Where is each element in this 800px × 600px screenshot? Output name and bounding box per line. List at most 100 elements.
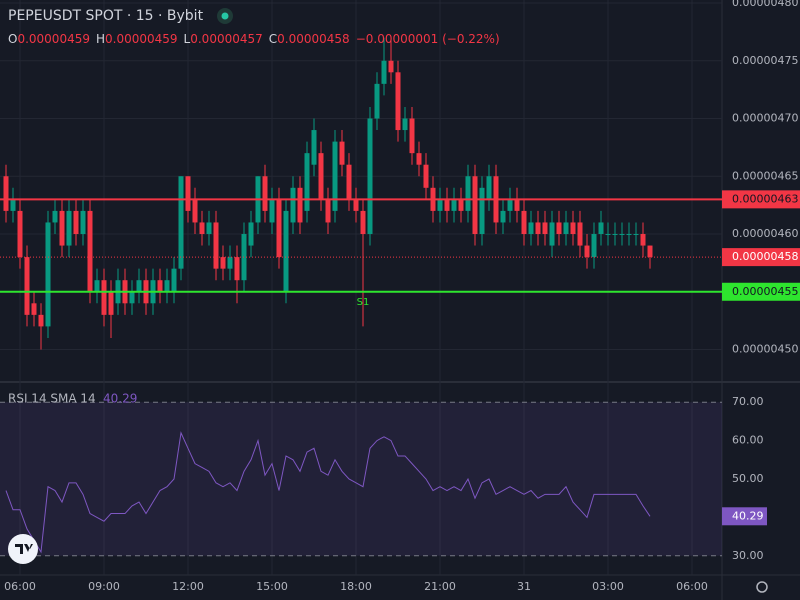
x-tick-label: 31 [517,580,531,593]
candle-body [199,222,205,235]
candle-body [248,222,254,246]
candle-body [563,222,569,235]
candle-body [612,234,618,236]
candle-body [262,176,268,211]
candle-body [31,303,37,315]
candle-body [220,257,226,269]
rsi-title: RSI 14 SMA 14 [8,392,96,406]
settings-icon[interactable] [756,581,768,593]
candle-body [640,234,646,246]
candle-body [66,210,72,246]
candle-body [10,199,16,211]
candle-body [101,280,107,315]
high-value: 0.00000459 [105,32,178,46]
y-tick-label: 0.00000475 [732,54,798,67]
candle-body [318,153,324,200]
candle-body [514,199,520,211]
y-tick-label: 0.00000470 [732,112,798,125]
candle-body [234,257,240,281]
low-label: L [184,32,191,46]
candle-body [360,210,366,235]
symbol-title: PEPEUSDT SPOT · 15 · Bybit [8,8,204,24]
candle-body [647,245,653,258]
candle-body [136,280,142,292]
candle-body [542,222,548,235]
candle-body [451,199,457,211]
candle-body [276,199,282,258]
candle-body [227,257,233,269]
candle-body [171,268,177,292]
candle-body [402,118,408,131]
candle-body [500,210,506,223]
candle-body [269,199,275,223]
candle-body [45,222,51,327]
x-tick-label: 09:00 [88,580,120,593]
level-annotation: S1 [357,297,370,308]
candle-body [521,210,527,235]
candle-body [353,199,359,211]
x-tick-label: 15:00 [256,580,288,593]
grid [0,0,722,575]
candle-body [633,234,639,236]
candle-body [409,118,415,154]
high-label: H [96,32,105,46]
candle-body [164,280,170,292]
candle-body [416,153,422,165]
candle-body [626,234,632,236]
candle-body [24,257,30,315]
x-tick-label: 06:00 [676,580,708,593]
open-label: O [8,32,17,46]
candle-body [437,199,443,211]
candle-body [59,210,65,246]
ohlc-legend: O0.00000459 H0.00000459 L0.00000457 C0.0000… [8,32,500,46]
y-tick-label: 60.00 [732,434,764,447]
x-tick-label: 03:00 [592,580,624,593]
candle-body [129,291,135,304]
candle-body [178,176,184,269]
candle-body [192,199,198,223]
candle-body [290,187,296,223]
close-value: 0.00000458 [277,32,350,46]
y-tick-label: 0.00000450 [732,343,798,356]
rsi-value: 40.29 [103,392,137,406]
candle-body [591,234,597,258]
rsi-tag-label: 40.29 [732,509,764,522]
candle-body [423,164,429,188]
x-tick-label: 18:00 [340,580,372,593]
y-tick-label: 0.00000465 [732,169,798,182]
x-tick-label: 06:00 [4,580,36,593]
labels: PEPEUSDT SPOT · 15 · Bybit O0.00000459 H0… [4,0,800,593]
level-tag [722,190,800,209]
rsi-line [5,431,651,554]
candle-body [38,314,44,327]
candle-body [87,210,93,292]
candle-body [605,234,611,236]
candle-body [304,153,310,211]
candle-body [507,199,513,211]
candle-body [381,60,387,84]
candle-body [535,222,541,235]
rsi-tag [722,507,767,526]
candle-body [332,141,338,211]
candle-body [325,199,331,223]
last-price-tag [722,248,800,267]
y-tick-label: 70.00 [732,395,764,408]
candle-body [367,118,373,235]
last-price-label: 0.00000458 [732,250,798,263]
candle-body [570,222,576,235]
candle-body [339,141,345,165]
candle-body [283,210,289,292]
low-value: 0.00000457 [190,32,263,46]
marks [0,37,722,554]
candle-body [584,245,590,258]
close-label: C [269,32,277,46]
level-tag [722,282,800,301]
candle-body [17,210,23,258]
candle-body [444,199,450,211]
candle-body [94,280,100,292]
y-tick-label: 0.00000460 [732,227,798,240]
open-value: 0.00000459 [17,32,90,46]
candle-body [619,234,625,236]
